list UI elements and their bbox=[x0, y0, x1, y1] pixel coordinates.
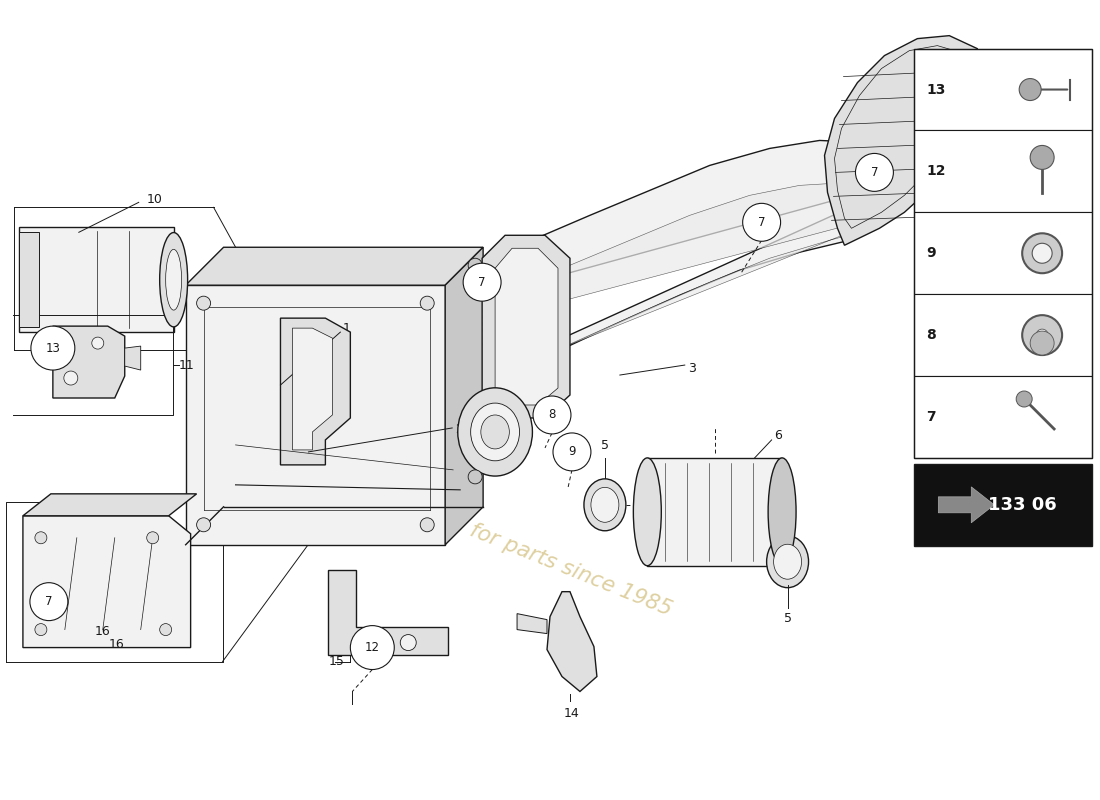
Ellipse shape bbox=[481, 415, 509, 449]
Polygon shape bbox=[495, 248, 558, 405]
Circle shape bbox=[1016, 391, 1032, 407]
Ellipse shape bbox=[160, 233, 188, 327]
Polygon shape bbox=[329, 570, 448, 654]
Circle shape bbox=[1031, 331, 1054, 355]
Ellipse shape bbox=[458, 388, 532, 476]
Ellipse shape bbox=[584, 479, 626, 530]
Circle shape bbox=[553, 433, 591, 471]
Polygon shape bbox=[446, 247, 483, 545]
Text: 7: 7 bbox=[871, 166, 878, 179]
Text: 9: 9 bbox=[569, 446, 575, 458]
Text: 3: 3 bbox=[688, 362, 695, 374]
Ellipse shape bbox=[773, 544, 802, 579]
Circle shape bbox=[91, 337, 103, 349]
Polygon shape bbox=[186, 247, 483, 285]
Circle shape bbox=[1036, 329, 1048, 341]
FancyBboxPatch shape bbox=[914, 464, 1092, 546]
Text: 9: 9 bbox=[926, 246, 936, 260]
Circle shape bbox=[350, 626, 394, 670]
Polygon shape bbox=[280, 318, 350, 465]
Polygon shape bbox=[547, 592, 597, 691]
Ellipse shape bbox=[502, 301, 554, 353]
Circle shape bbox=[35, 532, 47, 544]
Text: 13: 13 bbox=[45, 342, 60, 354]
FancyBboxPatch shape bbox=[914, 294, 1092, 376]
Polygon shape bbox=[186, 285, 446, 545]
FancyBboxPatch shape bbox=[914, 130, 1092, 212]
Text: 8: 8 bbox=[926, 328, 936, 342]
Circle shape bbox=[469, 470, 482, 484]
Text: 11: 11 bbox=[178, 358, 195, 371]
Text: 8: 8 bbox=[548, 409, 556, 422]
Polygon shape bbox=[53, 326, 124, 398]
Text: 16: 16 bbox=[109, 638, 124, 651]
Text: 6: 6 bbox=[774, 430, 782, 442]
Ellipse shape bbox=[768, 458, 796, 566]
Text: 14: 14 bbox=[564, 707, 580, 721]
Polygon shape bbox=[19, 227, 174, 332]
Text: 5: 5 bbox=[601, 439, 609, 452]
Polygon shape bbox=[647, 458, 782, 566]
FancyBboxPatch shape bbox=[914, 376, 1092, 458]
Polygon shape bbox=[23, 516, 190, 647]
FancyBboxPatch shape bbox=[914, 212, 1092, 294]
Polygon shape bbox=[124, 346, 141, 370]
Text: 7: 7 bbox=[45, 595, 53, 608]
Text: 16: 16 bbox=[95, 625, 111, 638]
Text: a passion for parts since 1985: a passion for parts since 1985 bbox=[365, 480, 674, 620]
Ellipse shape bbox=[634, 458, 661, 566]
Polygon shape bbox=[293, 328, 332, 450]
Circle shape bbox=[1022, 315, 1063, 355]
Circle shape bbox=[1031, 146, 1054, 170]
Text: 12: 12 bbox=[926, 164, 946, 178]
Circle shape bbox=[64, 371, 78, 385]
Circle shape bbox=[742, 203, 781, 242]
Polygon shape bbox=[320, 182, 904, 445]
Text: 5: 5 bbox=[783, 612, 792, 625]
Polygon shape bbox=[517, 614, 547, 634]
Circle shape bbox=[856, 154, 893, 191]
Text: 15: 15 bbox=[329, 655, 344, 668]
Text: 7: 7 bbox=[758, 216, 766, 229]
Circle shape bbox=[1022, 234, 1063, 274]
Circle shape bbox=[400, 634, 416, 650]
Ellipse shape bbox=[591, 487, 619, 522]
Circle shape bbox=[420, 518, 434, 532]
Polygon shape bbox=[19, 232, 38, 327]
Circle shape bbox=[469, 258, 482, 272]
Text: 4: 4 bbox=[981, 126, 989, 139]
Text: 10: 10 bbox=[146, 193, 163, 206]
Text: 1: 1 bbox=[342, 322, 350, 334]
Text: 7: 7 bbox=[926, 410, 936, 424]
Text: 7: 7 bbox=[478, 276, 486, 289]
Circle shape bbox=[420, 296, 434, 310]
Text: 13: 13 bbox=[926, 82, 946, 97]
Circle shape bbox=[197, 296, 210, 310]
Ellipse shape bbox=[166, 250, 182, 310]
Circle shape bbox=[31, 326, 75, 370]
Circle shape bbox=[197, 518, 210, 532]
Circle shape bbox=[160, 624, 172, 635]
Ellipse shape bbox=[767, 536, 808, 588]
Circle shape bbox=[534, 396, 571, 434]
Polygon shape bbox=[482, 235, 570, 418]
Circle shape bbox=[1020, 78, 1041, 101]
Circle shape bbox=[35, 624, 47, 635]
Polygon shape bbox=[825, 36, 987, 246]
Circle shape bbox=[30, 582, 68, 621]
Text: 2: 2 bbox=[455, 423, 463, 437]
Text: 133 06: 133 06 bbox=[988, 496, 1057, 514]
Ellipse shape bbox=[471, 403, 519, 461]
Circle shape bbox=[146, 532, 158, 544]
Text: 12: 12 bbox=[365, 641, 380, 654]
FancyBboxPatch shape bbox=[914, 49, 1092, 130]
Polygon shape bbox=[938, 487, 994, 522]
Circle shape bbox=[1032, 243, 1052, 263]
Circle shape bbox=[463, 263, 502, 301]
Polygon shape bbox=[306, 141, 914, 455]
Polygon shape bbox=[23, 494, 197, 516]
